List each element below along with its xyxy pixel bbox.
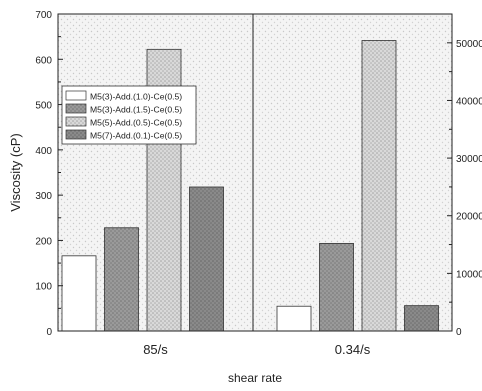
- legend-swatch: [65, 90, 87, 101]
- x-axis-title: shear rate: [228, 371, 282, 385]
- legend-swatch-texture: [66, 104, 86, 113]
- right-tick-label: 20000: [456, 212, 482, 223]
- bar-texture: [404, 305, 439, 331]
- right-tick-label: 30000: [456, 154, 482, 165]
- right-tick-label: 10000: [456, 269, 482, 280]
- legend-label: M5(5)-Add.(0.5)-Ce(0.5): [90, 118, 182, 128]
- left-tick-label: 100: [35, 282, 52, 293]
- bar-texture: [362, 40, 396, 331]
- bar-group2-series1: [276, 305, 312, 332]
- legend-label: M5(3)-Add.(1.0)-Ce(0.5): [90, 92, 182, 102]
- legend-swatch-texture: [66, 130, 86, 139]
- bar-group1-series1: [61, 255, 97, 332]
- legend-label: M5(7)-Add.(0.1)-Ce(0.5): [90, 131, 182, 141]
- left-tick-label: 600: [35, 55, 52, 66]
- group-label: 85/s: [143, 342, 168, 357]
- legend-label: M5(3)-Add.(1.5)-Ce(0.5): [90, 105, 182, 115]
- left-tick-label: 0: [46, 327, 52, 338]
- y-axis-title: Viscosity (cP): [8, 133, 23, 212]
- left-tick-label: 200: [35, 236, 52, 247]
- legend-swatch-texture: [66, 117, 86, 126]
- left-tick-label: 700: [35, 10, 52, 21]
- bar-texture: [104, 227, 139, 331]
- left-tick-label: 500: [35, 101, 52, 112]
- left-tick-label: 400: [35, 146, 52, 157]
- group-label: 0.34/s: [335, 342, 371, 357]
- left-tick-label: 300: [35, 191, 52, 202]
- bar-texture: [189, 186, 224, 331]
- right-tick-label: 40000: [456, 96, 482, 107]
- bar-texture: [319, 243, 354, 331]
- right-tick-label: 50000: [456, 39, 482, 50]
- right-tick-label: 0: [456, 327, 462, 338]
